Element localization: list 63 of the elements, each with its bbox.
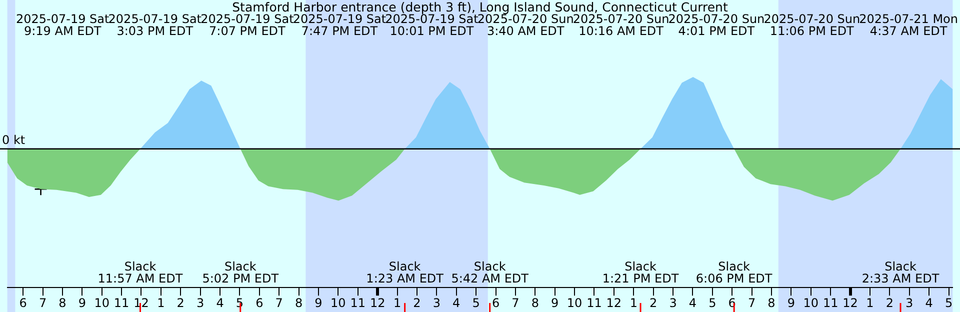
x-tick-label: 8 xyxy=(58,296,66,310)
x-tick-label: 1 xyxy=(630,296,638,310)
x-tick-label: 6 xyxy=(256,296,264,310)
chart-title: Stamford Harbor entrance (depth 3 ft), Long Island Sound, Connecticut Current xyxy=(232,0,728,14)
text: 2025-07-19 Sat 7:47 PM EDT xyxy=(292,12,386,38)
x-tick-label: 6 xyxy=(492,296,500,310)
x-tick-label: 12 xyxy=(134,296,149,310)
x-tick-label: 12 xyxy=(370,296,386,310)
x-tick-label: 2 xyxy=(886,296,894,310)
x-tick-label: 11 xyxy=(822,296,838,310)
x-tick-label: 9 xyxy=(78,296,86,310)
text: 2025-07-20 Sun 11:06 PM EDT xyxy=(764,12,860,38)
x-tick-label: 12 xyxy=(842,296,858,310)
x-tick-label: 11 xyxy=(586,296,602,310)
x-tick-label: 8 xyxy=(294,296,303,310)
x-tick-label: 2 xyxy=(650,296,658,310)
x-tick-label: 4 xyxy=(925,296,933,310)
x-tick-label: 7 xyxy=(748,296,756,310)
ref-line-label: 0 kt xyxy=(2,133,26,148)
x-tick-label: 10 xyxy=(330,296,346,310)
ref-line-label: Slack 5:42 AM EDT xyxy=(451,260,530,286)
x-tick-label: 1 xyxy=(866,296,874,310)
x-tick-label: 5 xyxy=(944,296,953,310)
text: 2025-07-20 Sun 10:16 AM EDT xyxy=(572,12,670,38)
x-tick-label: 5 xyxy=(472,296,480,310)
x-tick-label: 7 xyxy=(275,296,283,310)
ref-line-label: Slack 1:21 PM EDT xyxy=(602,260,680,286)
ref-line-label: Slack 11:57 AM EDT xyxy=(98,260,184,286)
x-tick-label: 3 xyxy=(669,296,677,310)
x-tick-label: 9 xyxy=(787,296,796,310)
x-tick-label: 9 xyxy=(551,296,559,310)
x-tick-label: 11 xyxy=(114,296,130,310)
text: 2025-07-20 Sun 4:01 PM EDT xyxy=(668,12,765,38)
text: 2025-07-19 Sat 9:19 AM EDT xyxy=(16,12,110,38)
x-tick-label: 8 xyxy=(531,296,539,310)
ref-line-label: Slack 2:33 AM EDT xyxy=(862,260,940,286)
x-tick-label: 11 xyxy=(350,296,366,310)
x-tick-label: 2 xyxy=(413,296,421,310)
x-tick-label: 8 xyxy=(768,296,776,310)
x-tick-label: 4 xyxy=(216,296,224,310)
x-tick-label: 1 xyxy=(393,296,402,310)
x-tick-label: 7 xyxy=(512,296,520,310)
ref-line-label: Slack 5:02 PM EDT xyxy=(202,260,280,286)
x-tick-label: 10 xyxy=(803,296,819,310)
x-tick-label: 3 xyxy=(432,296,440,310)
x-tick-label: 1 xyxy=(157,296,165,310)
x-tick-label: 4 xyxy=(688,296,697,310)
x-tick-label: 6 xyxy=(19,296,27,310)
x-tick-label: 2 xyxy=(176,296,184,310)
x-tick-label: 12 xyxy=(606,296,622,310)
ref-line-label: Slack 6:06 PM EDT xyxy=(696,260,773,286)
text: 2025-07-21 Mon 4:37 AM EDT xyxy=(859,12,958,38)
text: 2025-07-19 Sat 7:07 PM EDT xyxy=(200,12,294,38)
x-tick-label: 5 xyxy=(708,296,716,310)
x-tick-label: 4 xyxy=(452,296,460,310)
text: 2025-07-19 Sat 3:03 PM EDT xyxy=(108,12,202,38)
x-tick-label: 10 xyxy=(566,296,582,310)
x-tick-label: 3 xyxy=(196,296,204,310)
x-tick-label: 10 xyxy=(94,296,110,310)
ref-line-label: Slack 1:23 AM EDT xyxy=(366,260,444,286)
x-tick-label: 3 xyxy=(906,296,914,310)
x-tick-label: 9 xyxy=(314,296,322,310)
x-tick-label: 7 xyxy=(38,296,47,310)
